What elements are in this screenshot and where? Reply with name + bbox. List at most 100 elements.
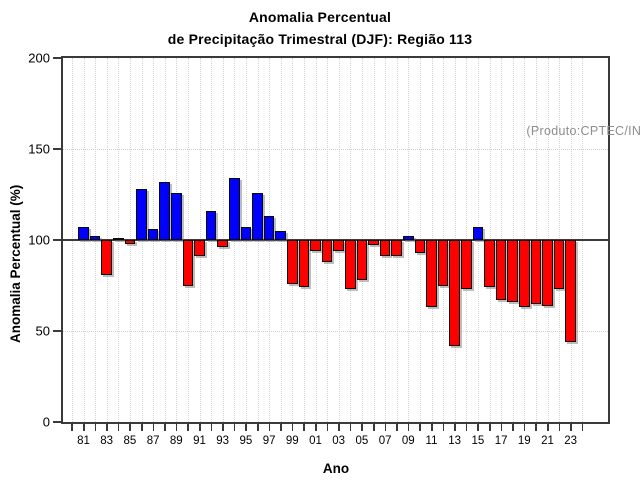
x-tick-label-91: 91 xyxy=(193,435,206,447)
y-tick-label-150: 150 xyxy=(28,141,50,157)
x-tick-1986 xyxy=(141,424,143,431)
x-axis: 81 83 85 87 89 91 93 95 97 99 01 03 05 07 09 11 13 15 17 19… xyxy=(63,424,608,458)
bar-2014 xyxy=(461,240,472,290)
x-tick-2013 xyxy=(454,424,456,431)
x-tick-label-05: 05 xyxy=(355,435,369,447)
bar-1990 xyxy=(182,240,194,286)
x-tick-1989 xyxy=(175,424,178,431)
bar-1983 xyxy=(101,240,112,275)
bar-2000 xyxy=(298,240,310,288)
horizontal-gridline-150 xyxy=(63,149,608,150)
bar-2020 xyxy=(530,240,542,304)
bar-1999 xyxy=(287,240,298,284)
bar-2011 xyxy=(426,240,437,308)
x-tick-2016 xyxy=(489,424,491,431)
bar-1997 xyxy=(263,216,275,240)
bar-1998 xyxy=(275,230,286,240)
x-tick-2017 xyxy=(500,424,503,431)
bar-2003 xyxy=(333,240,344,251)
horizontal-gridline-50 xyxy=(63,331,608,332)
x-tick-1983 xyxy=(106,424,108,431)
x-tick-label-03: 03 xyxy=(332,435,346,447)
bar-2002 xyxy=(321,240,333,262)
bar-2018 xyxy=(507,240,518,302)
x-tick-1985 xyxy=(129,424,131,431)
y-tick-0 xyxy=(53,421,61,423)
x-tick-1987 xyxy=(152,424,155,431)
x-tick-1982 xyxy=(94,424,97,431)
x-tick-label-85: 85 xyxy=(123,435,137,447)
bar-2016 xyxy=(484,240,495,288)
x-tick-label-01: 01 xyxy=(309,435,322,447)
bar-2017 xyxy=(495,240,507,301)
bar-1988 xyxy=(159,181,170,240)
bar-1996 xyxy=(252,192,263,240)
bar-2005 xyxy=(356,240,368,281)
x-tick-label-83: 83 xyxy=(100,435,114,447)
x-tick-1996 xyxy=(257,424,259,431)
x-tick-2001 xyxy=(315,424,317,431)
x-tick-1995 xyxy=(245,424,247,431)
x-tick-label-13: 13 xyxy=(448,435,462,447)
x-tick-2012 xyxy=(442,424,445,431)
x-tick-2000 xyxy=(303,424,305,431)
y-tick-100 xyxy=(53,239,61,241)
bar-1992 xyxy=(205,210,217,240)
bar-2023 xyxy=(565,240,576,342)
bar-1989 xyxy=(171,192,182,240)
y-tick-label-200: 200 xyxy=(28,50,50,66)
bar-2012 xyxy=(437,240,449,286)
x-tick-2008 xyxy=(396,424,398,431)
bar-2019 xyxy=(519,240,530,308)
bar-1984 xyxy=(113,238,124,241)
x-tick-label-11: 11 xyxy=(425,435,438,447)
chart-title-line1: Anomalia Percentual xyxy=(248,9,392,25)
x-tick-2003 xyxy=(338,424,340,431)
x-tick-1981 xyxy=(83,424,85,431)
y-tick-label-50: 50 xyxy=(35,323,50,339)
x-tick-label-09: 09 xyxy=(401,435,415,447)
bar-1987 xyxy=(147,229,159,240)
x-tick-2011 xyxy=(431,424,433,431)
x-tick-label-07: 07 xyxy=(378,435,392,447)
x-axis-label: Ano xyxy=(322,461,350,476)
x-tick-1994 xyxy=(233,424,236,431)
x-tick-2019 xyxy=(523,424,526,431)
x-tick-2023 xyxy=(570,424,572,431)
x-tick-1988 xyxy=(164,424,166,431)
bar-1982 xyxy=(89,236,101,240)
bar-1981 xyxy=(78,227,89,240)
x-tick-1998 xyxy=(280,424,282,431)
x-tick-2004 xyxy=(349,424,352,431)
x-tick-label-21: 21 xyxy=(541,435,554,447)
x-tick-1991 xyxy=(199,424,201,431)
bar-2013 xyxy=(449,240,460,346)
bar-1993 xyxy=(217,240,228,248)
bar-1986 xyxy=(136,189,147,240)
x-tick-1997 xyxy=(268,424,271,431)
bar-1994 xyxy=(229,178,240,240)
x-tick-2018 xyxy=(512,424,514,431)
x-tick-1993 xyxy=(222,424,224,431)
x-tick-2020 xyxy=(535,424,537,431)
x-tick-label-17: 17 xyxy=(494,435,508,447)
x-tick-1992 xyxy=(210,424,213,431)
x-tick-label-19: 19 xyxy=(517,435,531,447)
bar-1985 xyxy=(124,240,136,244)
x-tick-label-23: 23 xyxy=(564,435,578,447)
bar-2006 xyxy=(368,240,379,246)
x-tick-label-81: 81 xyxy=(77,435,90,447)
bar-2009 xyxy=(403,236,414,240)
y-tick-50 xyxy=(53,330,61,332)
x-tick-2002 xyxy=(326,424,329,431)
bar-2007 xyxy=(379,240,391,257)
x-tick-label-89: 89 xyxy=(169,435,183,447)
plot-area: (Produto:CPTEC/INPE) xyxy=(61,56,640,424)
bar-2022 xyxy=(553,240,565,290)
bar-2021 xyxy=(542,240,553,306)
x-tick-label-15: 15 xyxy=(471,435,485,447)
x-tick-2015 xyxy=(477,424,479,431)
x-tick-label-95: 95 xyxy=(239,435,253,447)
plot-inner xyxy=(63,58,608,422)
